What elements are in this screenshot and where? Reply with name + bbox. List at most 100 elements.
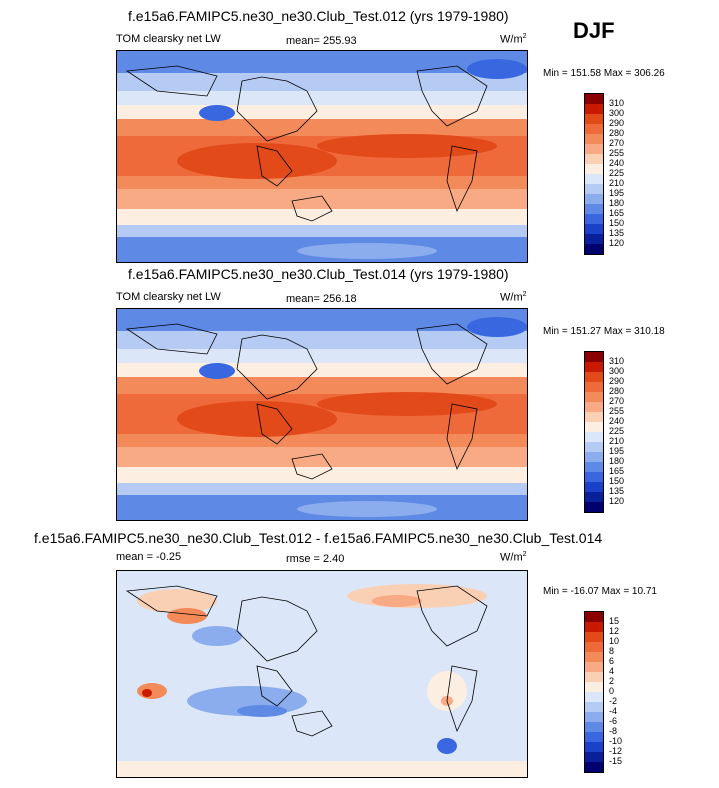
panel3-colorbar-box	[585, 612, 603, 622]
panel1-colorbar-label: 165	[609, 208, 625, 218]
panel2-title: f.e15a6.FAMIPC5.ne30_ne30.Club_Test.014 …	[128, 266, 509, 282]
panel3-colorbar-label: 6	[609, 656, 615, 666]
panel2-colorbar-box	[585, 352, 603, 362]
panel3-colorbar-label: 10	[609, 636, 620, 646]
panel2-colorbar-box	[585, 452, 603, 462]
panel1-minmax: Min = 151.58 Max = 306.26	[543, 68, 665, 79]
panel2-colorbar-label: 310	[609, 356, 625, 366]
panel1-colorbar-box	[585, 164, 603, 174]
panel1-colorbar-label: 180	[609, 198, 625, 208]
panel3-colorbar-label: -6	[609, 716, 618, 726]
panel1-colorbar-box	[585, 184, 603, 194]
panel2-colorbar-box	[585, 362, 603, 372]
panel2-colorbar-label: 135	[609, 486, 625, 496]
panel3-colorbar-box	[585, 642, 603, 652]
panel3-colorbar-box	[585, 732, 603, 742]
panel3-colorbar-label: 4	[609, 666, 615, 676]
panel1-colorbar-box	[585, 144, 603, 154]
panel3-colorbar-box	[585, 662, 603, 672]
panel1-colorbar-box	[585, 194, 603, 204]
panel1-colorbar-label: 120	[609, 238, 625, 248]
panel2-colorbar-label: 195	[609, 446, 625, 456]
panel1-colorbar-label: 270	[609, 138, 625, 148]
panel3-colorbar-box	[585, 672, 603, 682]
panel2-colorbar-label: 255	[609, 406, 625, 416]
panel1-title: f.e15a6.FAMIPC5.ne30_ne30.Club_Test.012 …	[128, 8, 509, 24]
panel1-colorbar-box	[585, 224, 603, 234]
panel1-colorbar-box	[585, 154, 603, 164]
panel3-colorbar-box	[585, 762, 603, 772]
panel3-colorbar-box	[585, 742, 603, 752]
panel2-colorbar-box	[585, 492, 603, 502]
panel3-colorbar-box	[585, 622, 603, 632]
season-label: DJF	[573, 18, 615, 43]
panel1-colorbar-box	[585, 204, 603, 214]
panel1-units: W/m2	[500, 33, 527, 46]
panel1-colorbar-box	[585, 214, 603, 224]
panel3-colorbar-box	[585, 632, 603, 642]
panel2-colorbar-label: 240	[609, 416, 625, 426]
panel3-minmax: Min = -16.07 Max = 10.71	[543, 586, 657, 597]
panel1-colorbar-label: 280	[609, 128, 625, 138]
panel1-colorbar	[584, 93, 604, 255]
panel2-map-field	[117, 309, 527, 520]
panel2-mean-label: mean= 256.18	[286, 293, 357, 305]
panel2-colorbar-label: 210	[609, 436, 625, 446]
panel2-colorbar-box	[585, 392, 603, 402]
panel3-mean-label: mean = -0.25	[116, 551, 182, 563]
panel2-colorbar-box	[585, 402, 603, 412]
panel3-rmse-label: rmse = 2.40	[286, 553, 345, 565]
panel3-units: W/m2	[500, 551, 527, 564]
panel1-colorbar-box	[585, 174, 603, 184]
panel2-minmax: Min = 151.27 Max = 310.18	[543, 326, 665, 337]
panel2-units: W/m2	[500, 291, 527, 304]
panel3-colorbar-label: 0	[609, 686, 615, 696]
panel1-colorbar-box	[585, 94, 603, 104]
panel1-colorbar-label: 150	[609, 218, 625, 228]
panel3-title: f.e15a6.FAMIPC5.ne30_ne30.Club_Test.012 …	[34, 530, 603, 546]
panel2-colorbar-box	[585, 382, 603, 392]
panel2-colorbar-label: 300	[609, 366, 625, 376]
panel2-colorbar-label: 165	[609, 466, 625, 476]
panel3-colorbar-box	[585, 682, 603, 692]
panel3-colorbar-label: 2	[609, 676, 615, 686]
panel3-colorbar-label: -10	[609, 736, 623, 746]
panel3-colorbar-label: 15	[609, 616, 620, 626]
panel3-colorbar-label: -4	[609, 706, 618, 716]
panel3-colorbar-label: 8	[609, 646, 615, 656]
panel3-map	[116, 570, 528, 778]
panel1-colorbar-box	[585, 234, 603, 244]
panel3-colorbar-box	[585, 712, 603, 722]
panel1-colorbar-box	[585, 134, 603, 144]
panel1-colorbar-box	[585, 124, 603, 134]
panel1-mean-label: mean= 255.93	[286, 35, 357, 47]
panel1-colorbar-label: 255	[609, 148, 625, 158]
panel1-colorbar-label: 240	[609, 158, 625, 168]
panel1-colorbar-box	[585, 244, 603, 254]
panel3-colorbar-label: -2	[609, 696, 618, 706]
panel3-colorbar-box	[585, 702, 603, 712]
panel2-map	[116, 308, 528, 521]
panel1-colorbar-label: 290	[609, 118, 625, 128]
panel3-colorbar-label: 12	[609, 626, 620, 636]
panel2-colorbar-box	[585, 462, 603, 472]
panel3-colorbar-box	[585, 692, 603, 702]
panel2-colorbar-box	[585, 442, 603, 452]
panel2-colorbar-label: 120	[609, 496, 625, 506]
panel2-colorbar-label: 150	[609, 476, 625, 486]
panel2-colorbar-label: 290	[609, 376, 625, 386]
panel2-colorbar-label: 280	[609, 386, 625, 396]
panel3-colorbar-label: -12	[609, 746, 623, 756]
panel1-colorbar-label: 210	[609, 178, 625, 188]
panel2-colorbar	[584, 351, 604, 513]
panel2-colorbar-box	[585, 422, 603, 432]
panel3-map-field	[117, 571, 527, 777]
panel2-colorbar-box	[585, 502, 603, 512]
panel1-colorbar-label: 135	[609, 228, 625, 238]
panel1-colorbar-box	[585, 104, 603, 114]
panel2-colorbar-box	[585, 432, 603, 442]
panel1-map-field	[117, 51, 527, 262]
panel1-colorbar-label: 310	[609, 98, 625, 108]
panel1-colorbar-box	[585, 114, 603, 124]
panel1-variable-label: TOM clearsky net LW	[116, 33, 221, 45]
